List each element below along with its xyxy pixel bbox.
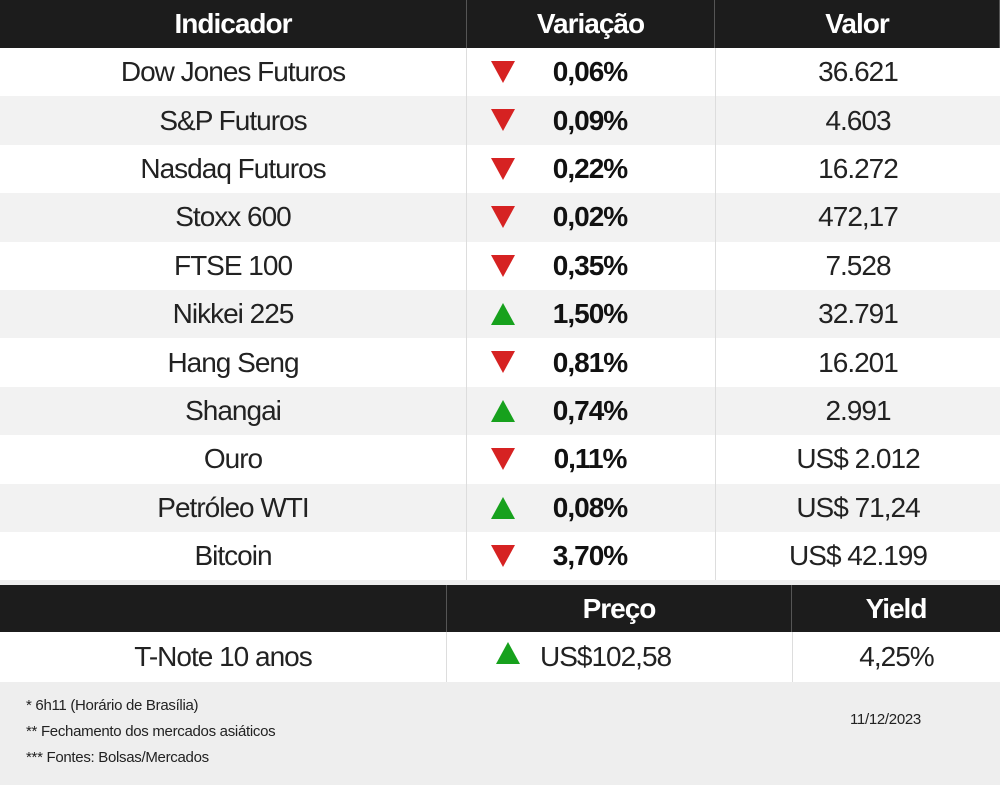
indicator-name: Hang Seng [0, 338, 467, 387]
arrow-down [491, 61, 515, 83]
value: 16.201 [715, 338, 1000, 387]
value: 36.621 [715, 48, 1000, 97]
footnote: *** Fontes: Bolsas/Mercados [26, 749, 209, 766]
column-header: Yield [792, 585, 1000, 632]
change: 0,22% [552, 152, 628, 184]
change: 0,08% [552, 491, 628, 523]
change: 0,74% [552, 394, 628, 426]
value: US$ 42.199 [715, 532, 1000, 581]
indicator-name: Shangai [0, 386, 467, 436]
date: 11/12/2023 [850, 711, 921, 728]
change: 0,02% [552, 201, 628, 233]
header-blank [0, 585, 447, 632]
indicator-name: Nikkei 225 [0, 290, 467, 339]
indicator-name: S&P Futuros [0, 96, 467, 145]
arrow-up [491, 399, 515, 422]
arrow-down [491, 351, 515, 374]
arrow-up [491, 496, 515, 519]
value: 2.991 [715, 386, 1000, 436]
change: 0,09% [552, 104, 628, 136]
indicator-name: FTSE 100 [0, 241, 467, 290]
footnote: ** Fechamento dos mercados asiáticos [26, 723, 276, 740]
indicator-name: Stoxx 600 [0, 193, 467, 242]
indicator-name: Dow Jones Futuros [0, 48, 467, 97]
column-header: Valor [715, 0, 1000, 48]
arrow-up [496, 642, 520, 664]
arrow-down [491, 545, 515, 567]
indicator-name: Nasdaq Futuros [0, 144, 467, 194]
arrow-up [491, 303, 515, 325]
value: 472,17 [715, 193, 1000, 242]
value: 16.272 [715, 144, 1000, 194]
change: 0,06% [552, 56, 628, 88]
arrow-down [491, 254, 515, 277]
change: 0,11% [553, 443, 628, 475]
change: 0,81% [552, 346, 628, 378]
change: 1,50% [552, 298, 628, 330]
column-header: Indicador [0, 0, 467, 48]
column-header: Preço [447, 585, 792, 632]
value: 7.528 [715, 241, 1000, 290]
footnote: * 6h11 (Horário de Brasília) [26, 697, 199, 714]
indicator-name: Ouro [0, 435, 467, 484]
arrow-down [491, 206, 515, 229]
bond-name: T-Note 10 anos [0, 632, 447, 682]
arrow-down [491, 157, 515, 180]
yield: 4,25% [792, 632, 1000, 682]
price: US$102,58 [540, 641, 672, 672]
value: 32.791 [715, 290, 1000, 339]
change: 0,35% [552, 249, 628, 281]
arrow-down [491, 448, 515, 471]
value: US$ 2.012 [715, 435, 1000, 484]
column-header: Variação [467, 0, 715, 48]
indicator-name: Petróleo WTI [0, 483, 467, 532]
arrow-down [491, 109, 515, 132]
change: 3,70% [552, 540, 628, 572]
value: US$ 71,24 [715, 483, 1000, 532]
indicator-name: Bitcoin [0, 532, 467, 581]
value: 4.603 [715, 96, 1000, 145]
